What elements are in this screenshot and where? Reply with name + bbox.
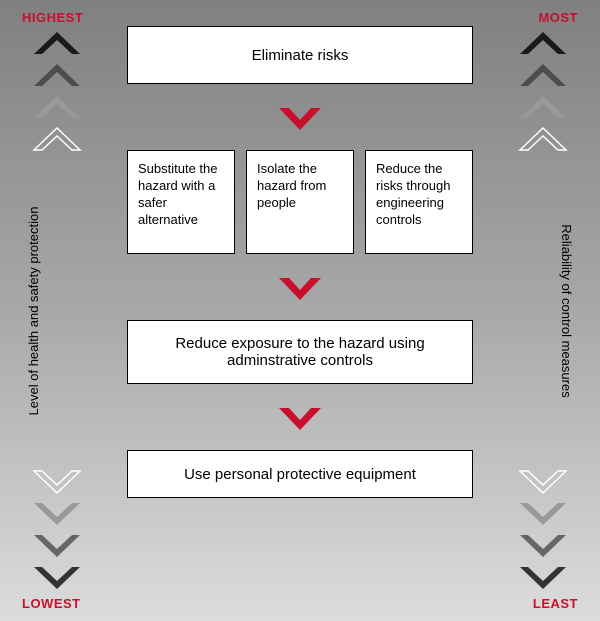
chevron-down-icon [518,527,568,559]
box-text: Reduce exposure to the hazard using admi… [158,335,442,369]
box-text: Reduce the risks through engineering con… [376,161,462,229]
label-least: LEAST [533,596,578,611]
chevron-down-icon [277,102,323,132]
chevron-down-icon [32,559,82,591]
chevron-down-icon [277,272,323,302]
box-text: Substitute the hazard with a safer alter… [138,161,224,229]
left-axis-label: Level of health and safety protection [26,206,41,415]
chevron-up-icon [32,30,82,62]
chevron-down-icon [32,527,82,559]
box-text: Isolate the hazard from people [257,161,343,212]
chevron-up-icon [518,94,568,126]
chevron-down-icon [277,402,323,432]
box-administrative: Reduce exposure to the hazard using admi… [127,320,473,384]
box-isolate: Isolate the hazard from people [246,150,354,254]
chevron-up-icon [32,62,82,94]
hierarchy-column: Eliminate risks Substitute the hazard wi… [127,26,473,498]
chevron-up-icon [518,30,568,62]
label-highest: HIGHEST [22,10,83,25]
box-eliminate: Eliminate risks [127,26,473,84]
right-axis-label: Reliability of control measures [559,224,574,397]
chevron-stack-bottom-left [32,463,82,591]
chevron-up-icon [518,62,568,94]
box-ppe: Use personal protective equipment [127,450,473,498]
chevron-down-icon [32,495,82,527]
label-lowest: LOWEST [22,596,81,611]
chevron-up-icon [32,94,82,126]
chevron-down-icon [518,559,568,591]
chevron-down-icon [518,495,568,527]
chevron-down-icon [518,463,568,495]
chevron-stack-bottom-right [518,463,568,591]
level2-row: Substitute the hazard with a safer alter… [127,150,473,254]
box-engineering: Reduce the risks through engineering con… [365,150,473,254]
chevron-down-icon [32,463,82,495]
box-text: Eliminate risks [252,47,349,64]
box-text: Use personal protective equipment [184,466,416,483]
box-substitute: Substitute the hazard with a safer alter… [127,150,235,254]
chevron-stack-top-left [32,30,82,158]
chevron-stack-top-right [518,30,568,158]
label-most: MOST [538,10,578,25]
chevron-up-icon [32,126,82,158]
chevron-up-icon [518,126,568,158]
